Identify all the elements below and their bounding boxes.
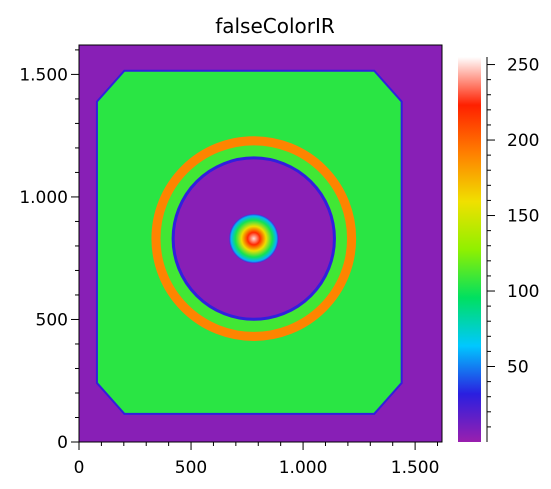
x-tick-label: 500 <box>175 458 207 478</box>
colorbar-tick-label: 250 <box>507 56 539 76</box>
heatmap-center-spot <box>229 213 279 264</box>
heatmap-outer-ring <box>151 136 357 341</box>
y-tick-label: 0 <box>57 433 68 453</box>
x-axis: 0 500 1.000 1.500 <box>74 442 440 478</box>
y-tick-label: 1.000 <box>19 188 68 208</box>
y-axis: 0 500 1.000 1.500 <box>19 49 79 453</box>
colorbar-tick-label: 200 <box>507 131 539 151</box>
colorbar-axis: 50 100 150 200 250 <box>486 56 539 442</box>
y-tick-label: 500 <box>36 310 68 330</box>
x-tick-label: 1.500 <box>391 458 440 478</box>
colorbar-tick-label: 50 <box>507 358 529 378</box>
x-tick-label: 0 <box>74 458 85 478</box>
chart-title: falseColorIR <box>215 14 335 38</box>
heatmap-ring-inner-edge <box>160 145 348 332</box>
x-tick-label: 1.000 <box>279 458 328 478</box>
y-tick-label: 1.500 <box>19 65 68 85</box>
colorbar-tick-label: 100 <box>507 282 539 302</box>
colorbar <box>458 57 481 442</box>
colorbar-tick-label: 150 <box>507 207 539 227</box>
plot-frame <box>78 44 443 443</box>
plot-area <box>79 45 442 442</box>
